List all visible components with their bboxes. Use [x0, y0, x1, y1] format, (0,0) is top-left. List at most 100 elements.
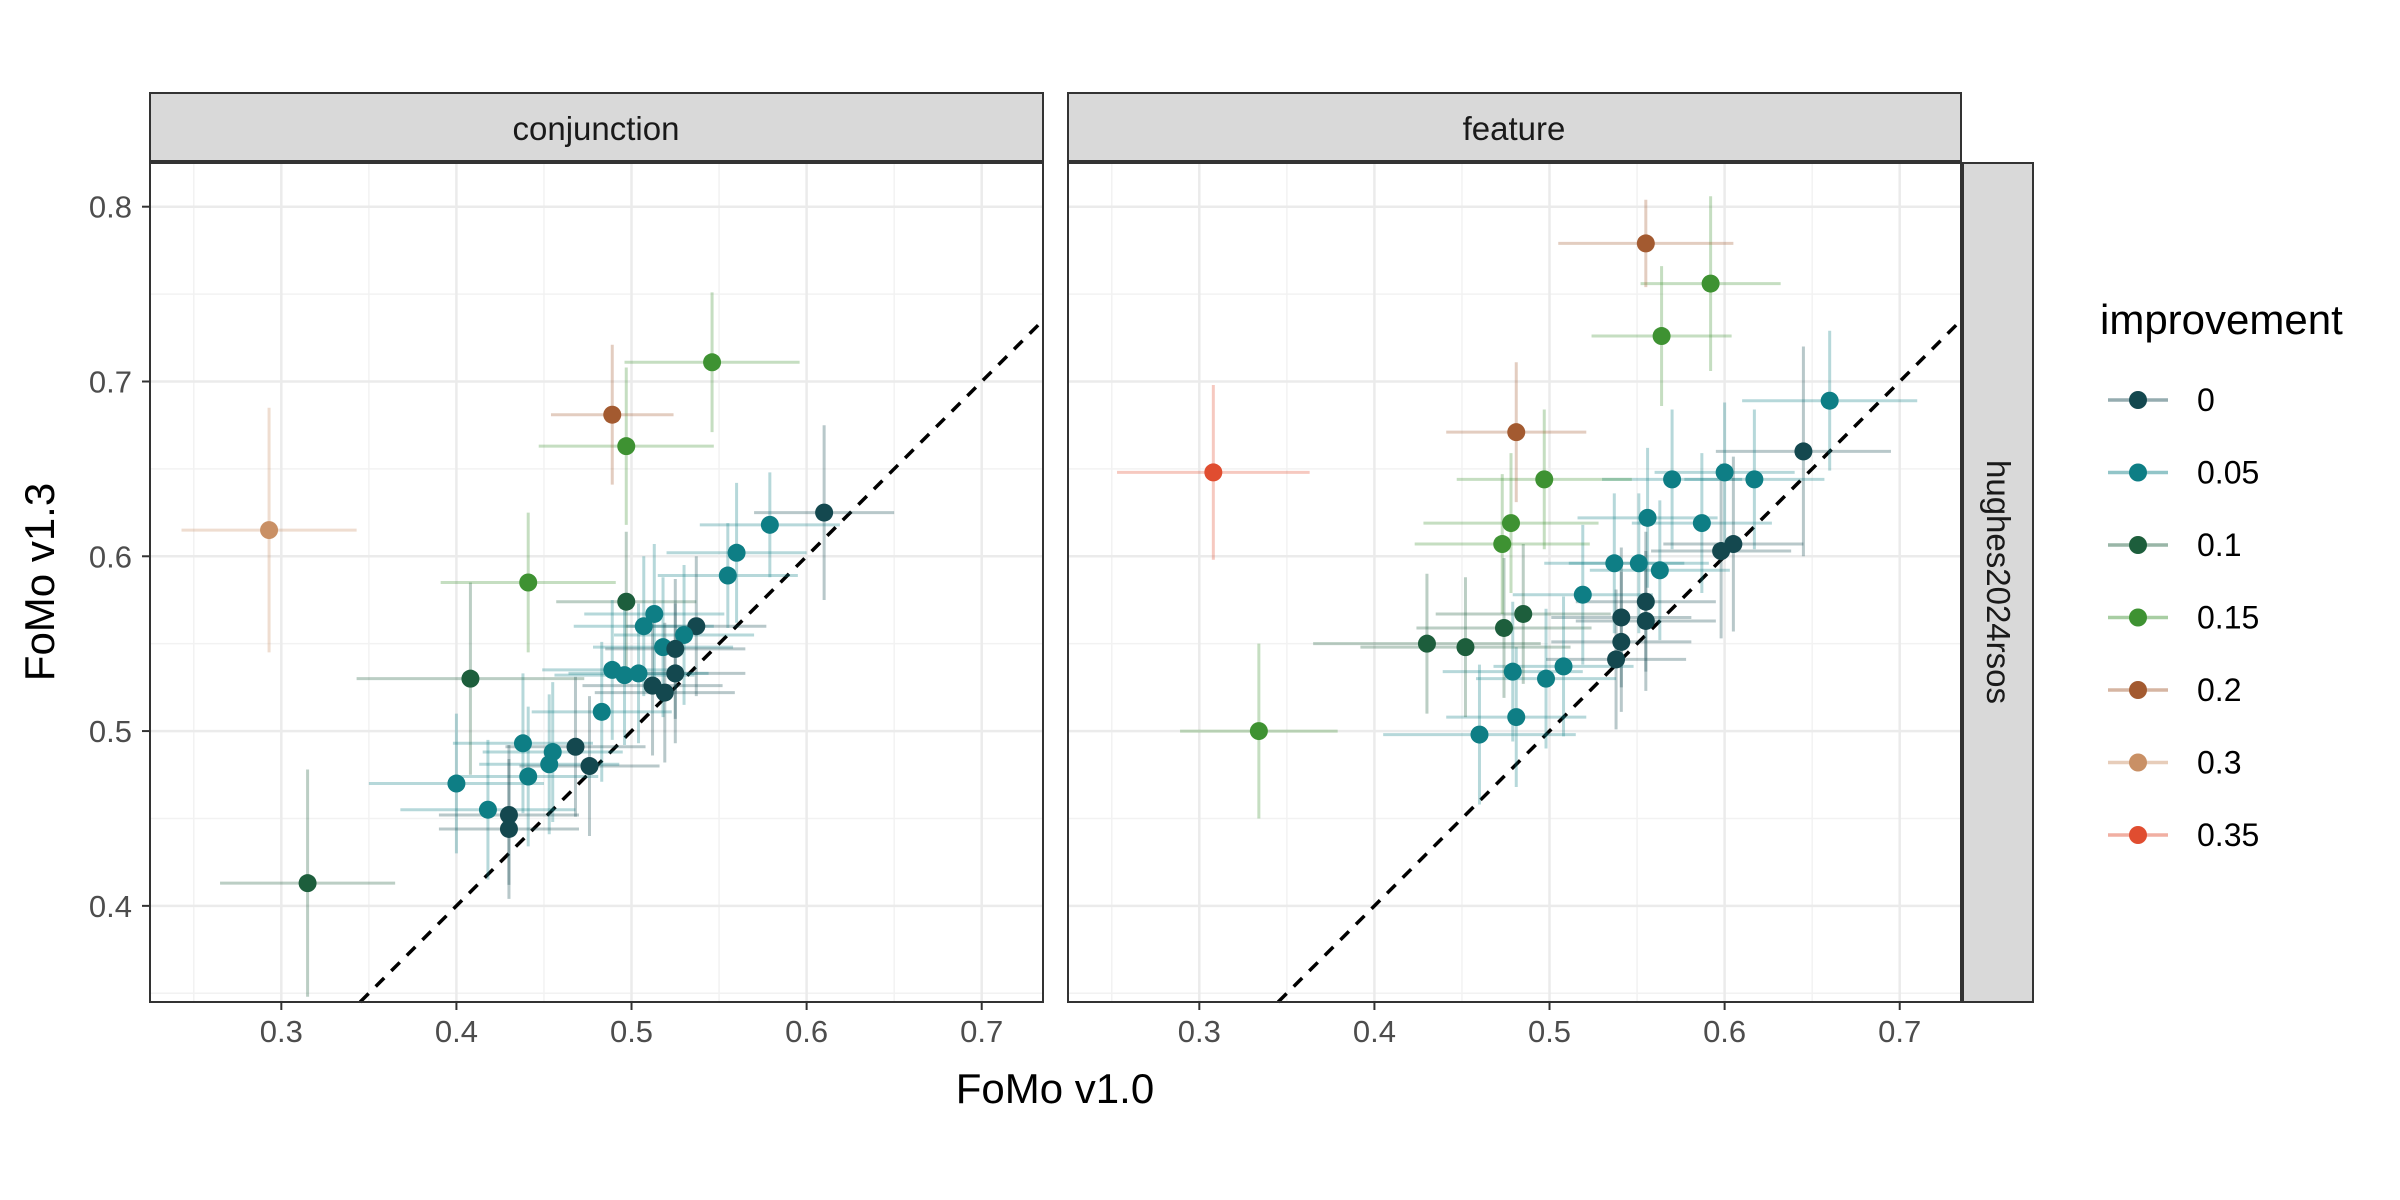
data-point [643, 676, 662, 695]
legend-key-point [2129, 536, 2147, 554]
data-point [1652, 327, 1671, 346]
panel-conjunction: conjunction [149, 92, 1045, 1004]
data-point [1503, 662, 1522, 681]
panel-feature: feature [1067, 92, 1963, 1004]
data-point [1494, 618, 1513, 637]
data-point [260, 521, 279, 540]
legend-label: 0.15 [2197, 600, 2259, 636]
x-tick-label: 0.6 [1703, 1014, 1746, 1049]
legend-key-point [2129, 681, 2147, 699]
data-point [1535, 470, 1554, 489]
x-tick-label: 0.4 [435, 1014, 478, 1049]
panel-strip-label: conjunction [513, 110, 680, 147]
legend-label: 0.3 [2197, 745, 2241, 781]
identity-line [1276, 319, 1963, 1004]
data-point [298, 874, 317, 893]
data-point [519, 573, 538, 592]
legend-item: 0.2 [2108, 672, 2241, 708]
legend-label: 0.05 [2197, 455, 2259, 491]
data-point [617, 592, 636, 611]
data-point [1636, 234, 1655, 253]
x-tick-label: 0.7 [1878, 1014, 1921, 1049]
reference-line [1276, 319, 1963, 1004]
y-tick-label: 0.6 [89, 539, 132, 574]
data-point [617, 437, 636, 456]
x-tick-label: 0.4 [1353, 1014, 1396, 1049]
data-point [580, 757, 599, 776]
data-point [1507, 423, 1526, 442]
reference-line [358, 319, 1045, 1004]
legend-label: 0.2 [2197, 672, 2241, 708]
data-point [499, 805, 518, 824]
data-point [1470, 725, 1489, 744]
y-tick-label: 0.8 [89, 190, 132, 225]
data-point [634, 617, 653, 636]
data-point [815, 503, 834, 522]
y-tick-label: 0.5 [89, 714, 132, 749]
data-point [629, 664, 648, 683]
panel-grid [1068, 163, 1961, 1002]
data-point [603, 660, 622, 679]
x-tick-label: 0.7 [960, 1014, 1003, 1049]
data-point [760, 515, 779, 534]
data-point [1636, 592, 1655, 611]
data-point [1650, 561, 1669, 580]
x-tick-label: 0.6 [785, 1014, 828, 1049]
legend-label: 0.1 [2197, 527, 2241, 563]
data-point [1629, 554, 1648, 573]
y-axis-title: FoMo v1.3 [16, 483, 63, 681]
data-point [447, 774, 466, 793]
legend: 0 0.05 0.1 0.15 0.2 0.3 0.35 [2108, 382, 2259, 853]
legend-item: 0.35 [2108, 817, 2259, 853]
data-point [1573, 585, 1592, 604]
legend-item: 0 [2108, 382, 2215, 418]
data-point [1537, 669, 1556, 688]
legend-key-point [2129, 608, 2147, 627]
data-point [461, 669, 480, 688]
data-point [1607, 650, 1626, 669]
data-point [666, 664, 685, 683]
x-tick-label: 0.3 [260, 1014, 303, 1049]
data-points [1204, 234, 1839, 744]
y-tick-label: 0.4 [89, 889, 132, 924]
legend-item: 0.05 [2108, 455, 2259, 491]
legend-title: improvement [2100, 296, 2343, 343]
data-point [499, 819, 518, 838]
row-strip [1962, 162, 2034, 1003]
data-point [675, 625, 694, 644]
data-point [540, 755, 559, 774]
panel-grid [150, 163, 1043, 1002]
data-point [1701, 274, 1720, 293]
data-point [1794, 442, 1813, 461]
panel-border [1067, 162, 1962, 1003]
legend-item: 0.3 [2108, 745, 2241, 781]
data-point [1636, 611, 1655, 630]
y-axis-ticks: 0.4 0.5 0.6 0.7 0.8 [89, 190, 150, 924]
data-point [1554, 657, 1573, 676]
legend-item: 0.15 [2108, 600, 2259, 636]
data-point [1612, 608, 1631, 627]
data-point [1715, 463, 1734, 482]
data-point [727, 543, 746, 562]
y-tick-label: 0.7 [89, 364, 132, 399]
data-points [260, 353, 834, 893]
x-tick-label: 0.5 [1528, 1014, 1571, 1049]
legend-label: 0 [2197, 382, 2215, 418]
x-axis-ticks: 0.3 0.4 0.5 0.6 0.7 0.3 0.4 0.5 0.6 0.7 [260, 1002, 1921, 1049]
x-tick-label: 0.5 [610, 1014, 653, 1049]
data-point [1493, 535, 1512, 554]
data-point [1663, 470, 1682, 489]
panel-plot-area [1068, 163, 1961, 1002]
identity-line [358, 319, 1045, 1004]
legend-label: 0.35 [2197, 817, 2259, 853]
data-point [1507, 708, 1526, 727]
legend-key-point [2129, 463, 2147, 482]
data-point [513, 734, 532, 753]
data-point [1692, 514, 1711, 533]
legend-key-point [2129, 391, 2147, 409]
panel-strip-label: feature [1463, 110, 1566, 147]
row-strip-label: hughes2024rsos [1980, 460, 2017, 704]
data-point [603, 405, 622, 424]
data-point [1612, 632, 1631, 651]
data-point [478, 800, 497, 819]
